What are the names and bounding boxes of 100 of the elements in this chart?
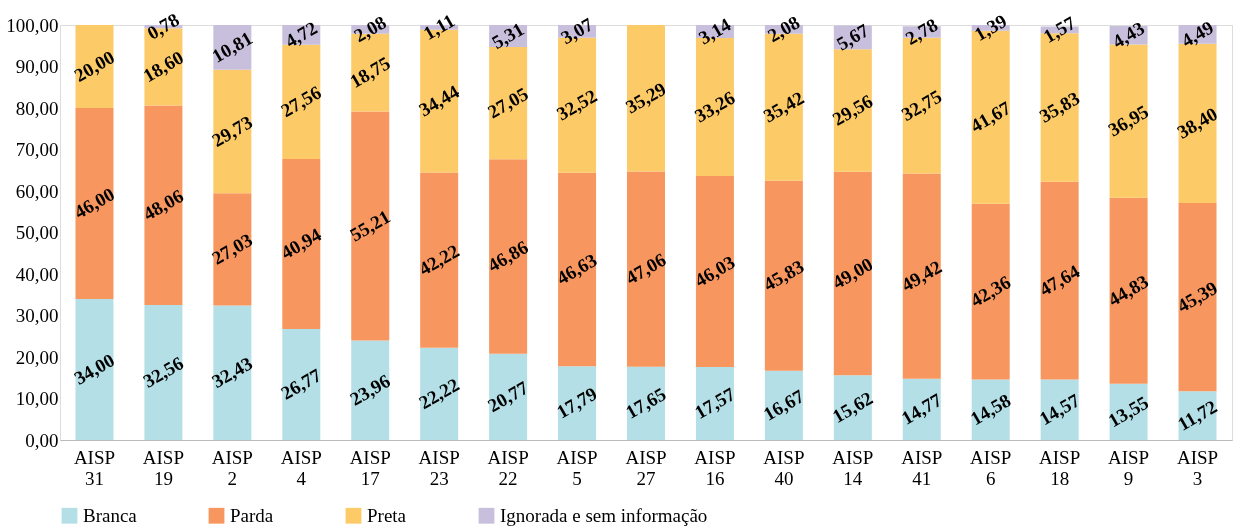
- data-label: 32,75: [897, 85, 946, 125]
- data-label: 4,72: [281, 17, 321, 52]
- y-tick-label: 80,00: [15, 97, 59, 119]
- data-label: 34,00: [70, 349, 118, 389]
- data-label: 48,06: [139, 184, 187, 225]
- data-label: 18,75: [346, 52, 394, 92]
- x-tick-label: AISP 31: [73, 446, 116, 489]
- data-label: 1,39: [970, 10, 1011, 45]
- data-label: 45,39: [1173, 276, 1222, 317]
- x-tick-label: AISP 9: [1107, 446, 1150, 489]
- y-tick-label: 0,00: [25, 429, 59, 451]
- data-label: 17,65: [621, 383, 670, 423]
- data-label: 2,08: [350, 11, 390, 47]
- data-label: 13,55: [1104, 391, 1153, 432]
- data-label: 4,43: [1108, 17, 1148, 53]
- data-label: 14,57: [1035, 389, 1084, 430]
- bar: [282, 44, 321, 159]
- data-label: 1,57: [1039, 11, 1080, 47]
- bar: [489, 353, 528, 440]
- x-tick-label: AISP 27: [625, 446, 667, 489]
- data-label: 29,73: [208, 111, 256, 151]
- data-label: 33,26: [690, 86, 739, 127]
- data-label: 34,44: [415, 80, 464, 121]
- y-tick-label: 30,00: [15, 305, 59, 326]
- y-tick-label: 90,00: [15, 56, 59, 77]
- data-label: 35,42: [759, 86, 808, 127]
- data-label: 29,56: [828, 90, 877, 130]
- x-tick-label: AISP 16: [694, 446, 736, 489]
- data-label: 10,81: [208, 27, 256, 67]
- bar: [420, 347, 459, 440]
- y-tick-label: 100,00: [6, 14, 59, 36]
- data-label: 17,57: [690, 383, 739, 423]
- data-label: 46,86: [484, 236, 532, 276]
- data-label: 35,83: [1035, 87, 1084, 127]
- y-tick-label: 10,00: [15, 388, 59, 409]
- bar: [1040, 181, 1079, 380]
- bar: [489, 159, 528, 354]
- bar: [144, 105, 183, 305]
- x-tick-label: AISP 3: [1176, 446, 1219, 489]
- bar: [1178, 202, 1217, 392]
- bar: [833, 49, 872, 172]
- bar: [282, 328, 321, 440]
- bar: [75, 298, 114, 440]
- bar: [213, 193, 252, 306]
- bar: [627, 171, 665, 367]
- data-label: 1,11: [419, 9, 459, 45]
- legend-label: Branca: [83, 504, 138, 526]
- y-tick-label: 60,00: [15, 180, 59, 202]
- data-label: 16,67: [759, 384, 808, 425]
- x-tick-label: AISP 23: [418, 446, 460, 489]
- x-tick-label: AISP 19: [142, 446, 185, 489]
- bar: [902, 173, 941, 379]
- data-label: 49,42: [897, 255, 946, 296]
- data-label: 27,05: [484, 82, 532, 123]
- x-tick-label: AISP 40: [763, 446, 805, 489]
- data-label: 14,58: [966, 389, 1015, 430]
- x-tick-label: AISP 41: [901, 446, 943, 489]
- bar: [764, 180, 803, 371]
- data-label: 55,21: [346, 205, 394, 246]
- bar: [213, 69, 252, 194]
- data-label: 15,62: [828, 387, 877, 427]
- data-label: 23,96: [346, 370, 394, 410]
- bar: [420, 172, 459, 348]
- bar: [351, 111, 390, 341]
- data-label: 46,63: [553, 249, 601, 289]
- data-label: 18,60: [139, 46, 187, 87]
- data-label: 27,03: [208, 229, 256, 269]
- data-label: 38,40: [1173, 103, 1222, 143]
- data-label: 20,77: [484, 376, 533, 417]
- data-label: 45,83: [759, 255, 808, 296]
- data-label: 5,31: [488, 18, 528, 54]
- data-label: 11,72: [1173, 395, 1221, 435]
- data-label: 20,00: [70, 46, 118, 86]
- data-label: 49,00: [828, 253, 877, 293]
- y-tick-label: 40,00: [15, 263, 59, 285]
- x-tick-label: AISP 6: [970, 446, 1012, 489]
- y-tick-label: 20,00: [15, 346, 59, 368]
- bar: [1109, 197, 1148, 384]
- data-label: 27,56: [277, 81, 325, 122]
- x-tick-label: AISP 17: [349, 446, 391, 489]
- data-label: 14,77: [897, 388, 946, 429]
- data-label: 42,22: [415, 239, 463, 280]
- bar: [833, 171, 872, 376]
- data-label: 40,94: [277, 223, 326, 264]
- x-tick-label: AISP 4: [280, 446, 322, 489]
- bar: [144, 304, 183, 440]
- data-label: 0,78: [143, 8, 183, 44]
- data-label: 35,29: [621, 78, 670, 118]
- x-tick-label: AISP 5: [556, 446, 598, 489]
- bar: [627, 25, 665, 172]
- bar: [558, 172, 597, 367]
- data-label: 41,67: [966, 96, 1015, 137]
- data-label: 22,22: [415, 373, 463, 414]
- data-label: 17,79: [553, 382, 601, 423]
- data-label: 2,08: [763, 11, 804, 47]
- bar: [971, 203, 1010, 380]
- x-tick-label: AISP 18: [1039, 446, 1081, 489]
- bar: [351, 340, 390, 440]
- data-label: 4,49: [1177, 16, 1217, 52]
- data-label: 5,67: [832, 19, 873, 55]
